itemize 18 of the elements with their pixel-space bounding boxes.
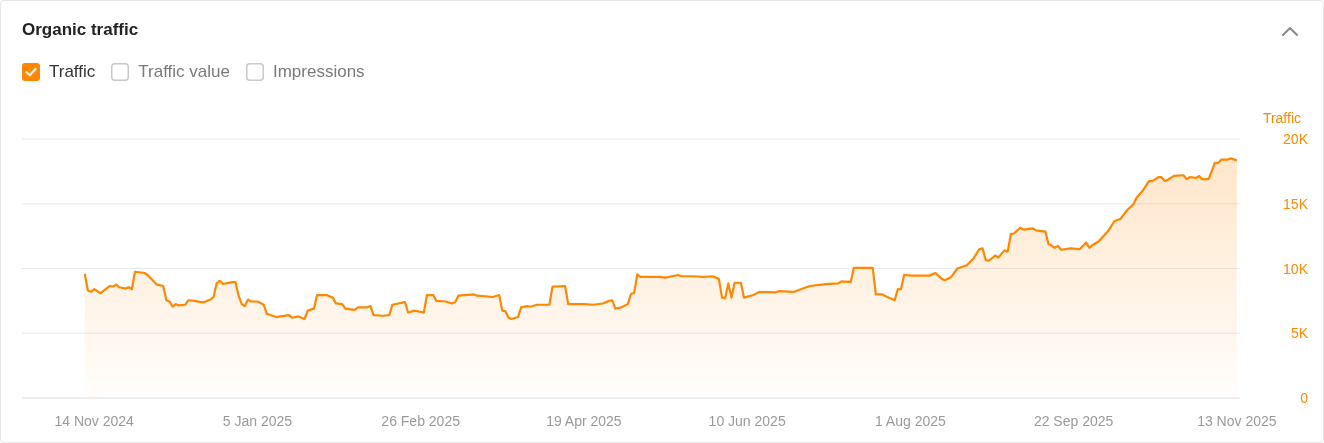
x-tick-label: 1 Aug 2025 [874,412,947,429]
text: Impressions [272,62,365,82]
y-tick-label: 15K [1283,195,1309,212]
x-tick-label: 14 Nov 2024 [54,412,135,429]
x-tick-label: 22 Sep 2025 [1033,412,1114,429]
y-tick-label: 0 [1300,390,1309,406]
x-tick-label: 13 Nov 2025 [1197,412,1277,429]
text: Traffic value [138,62,230,82]
y-tick-label: 20K [1283,131,1309,147]
legend-label: Traffic [49,62,96,82]
chart-title: Organic traffic [22,20,139,40]
y-axis-title: Traffic [1262,110,1301,126]
x-tick-label: 19 Apr 2025 [546,412,622,429]
x-tick-label: 10 Jun 2025 [708,412,786,429]
x-tick-label: 5 Jan 2025 [222,412,293,429]
x-tick-label: 26 Feb 2025 [381,412,461,429]
y-tick-label: 10K [1283,260,1309,277]
y-tick-label: 5K [1290,325,1309,342]
